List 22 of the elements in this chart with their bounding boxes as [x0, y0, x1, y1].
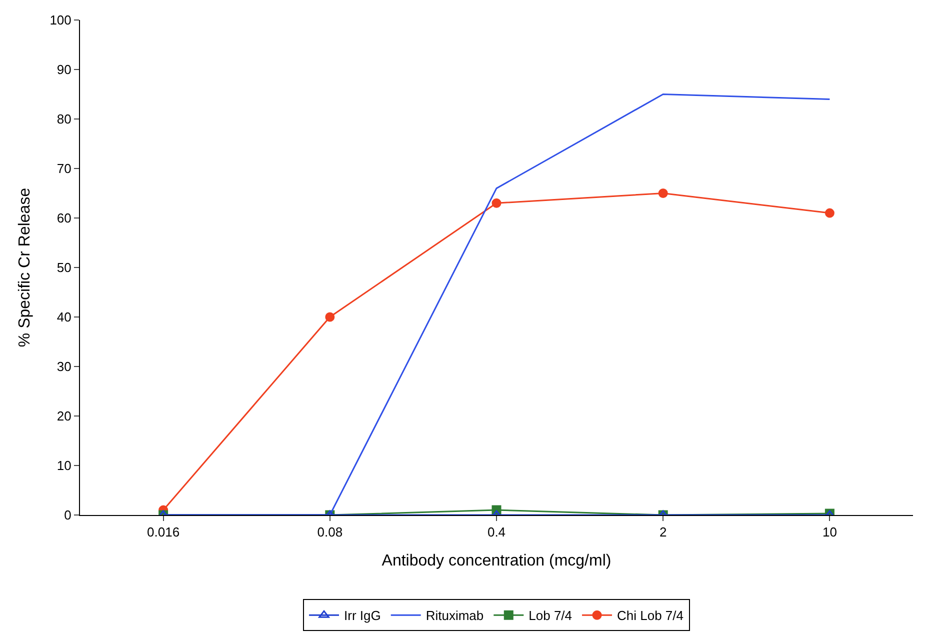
x-tick-label: 0.016 [147, 524, 180, 540]
legend-label: Rituximab [426, 608, 484, 624]
legend-label: Lob 7/4 [528, 608, 572, 624]
y-tick-label: 40 [56, 310, 72, 325]
x-tick-label: 2 [659, 524, 667, 540]
x-tick-label: 10 [822, 524, 837, 540]
y-tick-label: 80 [56, 112, 72, 127]
x-tick-label: 0.08 [317, 524, 343, 540]
y-tick-label: 100 [50, 12, 72, 28]
y-tick-label: 70 [56, 161, 72, 176]
legend-label: Irr IgG [344, 608, 381, 624]
y-tick-label: 0 [64, 508, 72, 523]
y-tick-label: 60 [56, 210, 72, 226]
legend-label: Chi Lob 7/4 [617, 608, 684, 624]
y-tick-label: 90 [56, 62, 72, 78]
x-axis-title: Antibody concentration (mcg/ml) [382, 552, 612, 570]
y-tick-label: 30 [56, 359, 72, 374]
y-tick-label: 10 [56, 458, 72, 474]
x-tick-label: 0.4 [487, 524, 506, 540]
y-tick-label: 20 [56, 408, 72, 424]
y-tick-label: 50 [56, 260, 72, 276]
y-axis-title: % Specific Cr Release [16, 188, 34, 348]
